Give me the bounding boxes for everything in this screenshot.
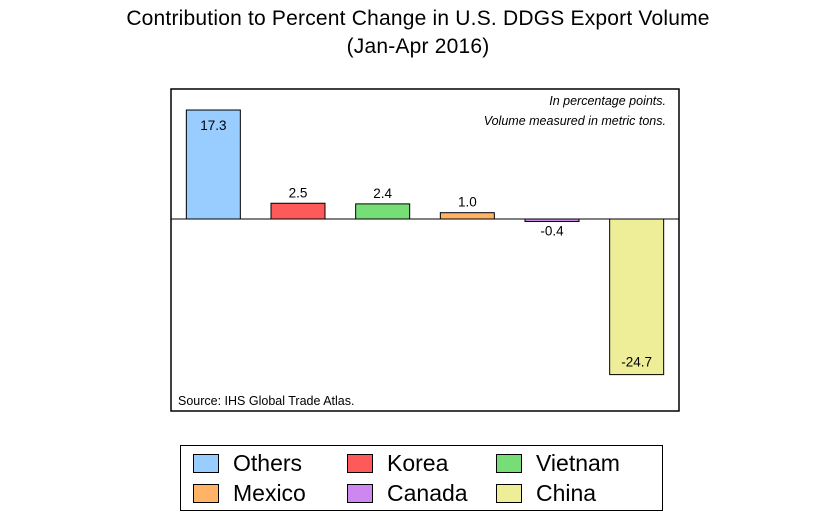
bar-others [185,109,241,220]
legend-label: Canada [387,480,468,506]
data-label-china: -24.7 [621,355,652,370]
legend-swatch-others [193,453,219,473]
legend-label: Others [233,450,303,476]
plot-frame [170,88,680,412]
bar-mexico [439,212,495,220]
data-label-others: 17.3 [200,118,226,133]
bar-canada [524,218,580,223]
legend-item-vietnam: Vietnam [496,450,620,476]
data-label-korea: 2.5 [289,185,308,200]
note-volume: Volume measured in metric tons. [484,114,666,128]
chart-subtitle: (Jan-Apr 2016) [346,35,490,58]
legend-label: Mexico [233,480,306,506]
legend: Others Korea Vietnam Mexico Canada China [180,445,663,511]
legend-label: Vietnam [536,450,620,476]
data-label-mexico: 1.0 [458,195,477,210]
legend-swatch-korea [347,453,373,473]
legend-swatch-china [496,483,522,503]
legend-label: Korea [387,450,449,476]
legend-item-others: Others [193,450,303,476]
data-label-canada: -0.4 [540,224,564,239]
note-units: In percentage points. [549,94,666,108]
legend-item-korea: Korea [347,450,449,476]
bar-china [609,218,665,376]
chart-title: Contribution to Percent Change in U.S. D… [126,7,710,30]
legend-item-china: China [496,480,597,506]
legend-swatch-vietnam [496,453,522,473]
chart-plot: In percentage points. Volume measured in… [170,88,680,412]
legend-item-canada: Canada [347,480,468,506]
bar-vietnam [355,203,411,220]
legend-swatch-mexico [193,483,219,503]
bar-korea [270,202,326,220]
legend-label: China [536,480,597,506]
source-note: Source: IHS Global Trade Atlas. [178,394,354,408]
legend-item-mexico: Mexico [193,480,306,506]
data-label-vietnam: 2.4 [373,186,392,201]
legend-swatch-canada [347,483,373,503]
